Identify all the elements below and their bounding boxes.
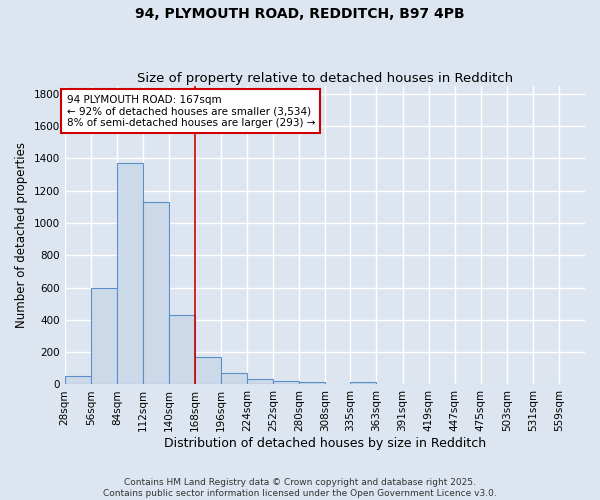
X-axis label: Distribution of detached houses by size in Redditch: Distribution of detached houses by size …	[164, 437, 486, 450]
Bar	[350, 382, 376, 384]
Bar	[169, 315, 195, 384]
Bar	[117, 163, 143, 384]
Bar	[273, 381, 299, 384]
Bar	[299, 382, 325, 384]
Text: 94, PLYMOUTH ROAD, REDDITCH, B97 4PB: 94, PLYMOUTH ROAD, REDDITCH, B97 4PB	[135, 8, 465, 22]
Text: Contains HM Land Registry data © Crown copyright and database right 2025.
Contai: Contains HM Land Registry data © Crown c…	[103, 478, 497, 498]
Title: Size of property relative to detached houses in Redditch: Size of property relative to detached ho…	[137, 72, 513, 85]
Bar	[195, 357, 221, 384]
Y-axis label: Number of detached properties: Number of detached properties	[15, 142, 28, 328]
Bar	[143, 202, 169, 384]
Bar	[221, 373, 247, 384]
Text: 94 PLYMOUTH ROAD: 167sqm
← 92% of detached houses are smaller (3,534)
8% of semi: 94 PLYMOUTH ROAD: 167sqm ← 92% of detach…	[67, 94, 315, 128]
Bar	[91, 288, 117, 384]
Bar	[247, 379, 273, 384]
Bar	[65, 376, 91, 384]
